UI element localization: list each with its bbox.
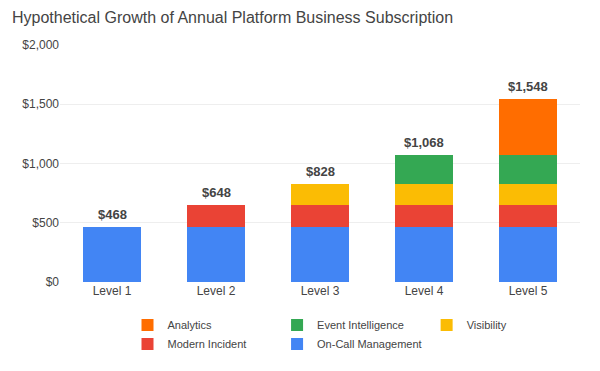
- svg-text:$828: $828: [306, 164, 335, 179]
- svg-text:$1,548: $1,548: [508, 79, 548, 94]
- svg-text:Analytics: Analytics: [168, 319, 213, 331]
- svg-text:On-Call Management: On-Call Management: [317, 338, 422, 350]
- svg-text:$0: $0: [46, 275, 60, 289]
- svg-text:$648: $648: [202, 185, 231, 200]
- svg-text:$468: $468: [98, 207, 127, 222]
- svg-text:Level 5: Level 5: [509, 284, 548, 298]
- svg-text:$2,000: $2,000: [22, 38, 59, 52]
- svg-text:Level 3: Level 3: [301, 284, 340, 298]
- svg-text:$500: $500: [32, 216, 59, 230]
- svg-text:Modern Incident: Modern Incident: [168, 338, 247, 350]
- svg-text:Event Intelligence: Event Intelligence: [317, 319, 404, 331]
- svg-text:Level 4: Level 4: [405, 284, 444, 298]
- svg-text:Level 2: Level 2: [197, 284, 236, 298]
- svg-text:Visibility: Visibility: [467, 319, 507, 331]
- svg-text:Hypothetical Growth of Annual: Hypothetical Growth of Annual Platform B…: [12, 9, 453, 26]
- svg-text:Level 1: Level 1: [93, 284, 132, 298]
- svg-text:$1,000: $1,000: [22, 157, 59, 171]
- svg-text:$1,068: $1,068: [404, 135, 444, 150]
- svg-text:$1,500: $1,500: [22, 97, 59, 111]
